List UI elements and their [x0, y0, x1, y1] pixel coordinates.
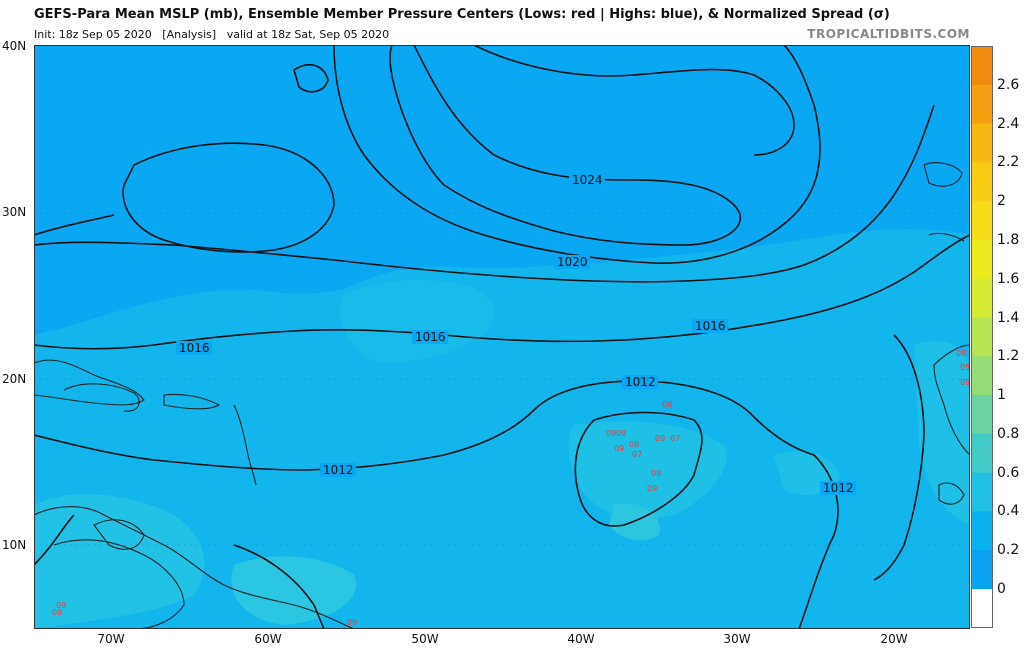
- colorbar-swatch: [971, 550, 993, 590]
- colorbar-swatch: [971, 239, 993, 280]
- contour-label: 1016: [695, 319, 726, 333]
- low-center-marker: 08: [956, 349, 966, 358]
- spread-patch: [34, 494, 205, 629]
- colorbar-swatch: [971, 46, 993, 86]
- colorbar-label: 0: [997, 581, 1006, 597]
- low-center-marker: 09: [655, 434, 665, 443]
- colorbar-swatch: [971, 356, 993, 396]
- low-center-marker: 09: [616, 429, 626, 438]
- init-time: Init: 18z Sep 05 2020: [34, 28, 152, 41]
- lat-label: 40N: [2, 39, 27, 53]
- low-center-marker: 07: [632, 450, 642, 459]
- colorbar-swatch: [971, 589, 993, 628]
- contour-labels: 1024 1020 1016 1016 1016 1012 1012 1012: [179, 173, 854, 495]
- low-center-marker: 05: [960, 363, 970, 372]
- low-center-marker: 09: [614, 444, 624, 453]
- low-center-marker: 08: [629, 440, 639, 449]
- colorbar-label: 2: [997, 193, 1006, 210]
- colorbar-swatches: [971, 46, 993, 628]
- spread-patch: [568, 421, 727, 519]
- spread-colorbar: [971, 46, 993, 628]
- colorbar-label: 1: [997, 387, 1006, 404]
- colorbar-swatch: [971, 433, 993, 474]
- chart-title: GEFS-Para Mean MSLP (mb), Ensemble Membe…: [34, 7, 890, 22]
- low-center-marker: 09: [647, 484, 657, 493]
- colorbar-swatch: [971, 511, 993, 551]
- low-center-marker: 09: [606, 429, 616, 438]
- isobars: [34, 45, 970, 629]
- colorbar-label: 1.6: [997, 270, 1020, 287]
- contour-label: 1012: [323, 463, 354, 477]
- colorbar-label: 2.2: [997, 154, 1020, 171]
- spread-patch: [231, 556, 356, 625]
- low-center-marker: 09: [56, 601, 66, 610]
- lon-label: 30W: [723, 632, 751, 646]
- contour-label-bg: [176, 173, 856, 495]
- colorbar-swatch: [971, 162, 993, 202]
- map-frame: [34, 45, 970, 629]
- coastlines: [34, 162, 970, 629]
- analysis-tag: [Analysis]: [162, 28, 217, 41]
- lon-label: 40W: [567, 632, 595, 646]
- colorbar-label: 0.4: [997, 503, 1020, 520]
- colorbar-label: 0.2: [997, 542, 1020, 559]
- lat-label: 30N: [2, 205, 27, 219]
- colorbar-label: 1.4: [997, 309, 1020, 326]
- colorbar-frame: [971, 46, 993, 628]
- colorbar-swatch: [971, 395, 993, 435]
- colorbar-swatch: [971, 278, 993, 318]
- pressure-map: 1024 1020 1016 1016 1016 1012 1012 1012 …: [34, 45, 970, 629]
- colorbar-swatch: [971, 201, 993, 241]
- colorbar-label: 0.8: [997, 425, 1020, 442]
- lat-label: 10N: [2, 538, 27, 552]
- spread-region-low: [34, 45, 970, 335]
- colorbar-label: 1.8: [997, 231, 1020, 248]
- colorbar-swatch: [971, 317, 993, 357]
- chart-subtitle: Init: 18z Sep 05 2020 [Analysis] valid a…: [34, 28, 389, 41]
- colorbar-swatch: [971, 123, 993, 163]
- low-center-marker: 09: [651, 469, 661, 478]
- spread-patch: [340, 280, 494, 362]
- lon-label: 60W: [254, 632, 282, 646]
- contour-label: 1012: [625, 375, 656, 389]
- colorbar-label: 1.2: [997, 348, 1020, 365]
- spread-patch: [914, 341, 970, 525]
- colorbar-swatch: [971, 84, 993, 125]
- contour-label: 1016: [415, 330, 446, 344]
- contour-label: 1016: [179, 341, 210, 355]
- lon-label: 20W: [880, 632, 908, 646]
- contour-label: 1024: [572, 173, 603, 187]
- low-center-marker: 07: [670, 434, 680, 443]
- contour-label: 1020: [557, 255, 588, 269]
- colorbar-swatch: [971, 472, 993, 512]
- low-center-marker: 09: [347, 618, 357, 627]
- lat-label: 20N: [2, 372, 27, 386]
- spread-patch: [609, 504, 660, 541]
- low-center-marker: 09: [960, 378, 970, 387]
- contour-label: 1012: [823, 481, 854, 495]
- lon-label: 70W: [97, 632, 125, 646]
- colorbar-label: 0.6: [997, 464, 1020, 481]
- colorbar-label: 2.4: [997, 115, 1020, 132]
- lon-label: 50W: [411, 632, 439, 646]
- low-center-marker: 08: [662, 400, 672, 409]
- colorbar-label: 2.6: [997, 76, 1020, 93]
- site-credit: TROPICALTIDBITS.COM: [807, 27, 970, 41]
- low-center-marker: 09: [52, 608, 62, 617]
- graticule: [34, 212, 970, 546]
- low-centers: 08 09 09 08 09 07 09 07 09 09 09 09 08 0…: [52, 349, 970, 627]
- valid-time: valid at 18z Sat, Sep 05 2020: [226, 28, 390, 41]
